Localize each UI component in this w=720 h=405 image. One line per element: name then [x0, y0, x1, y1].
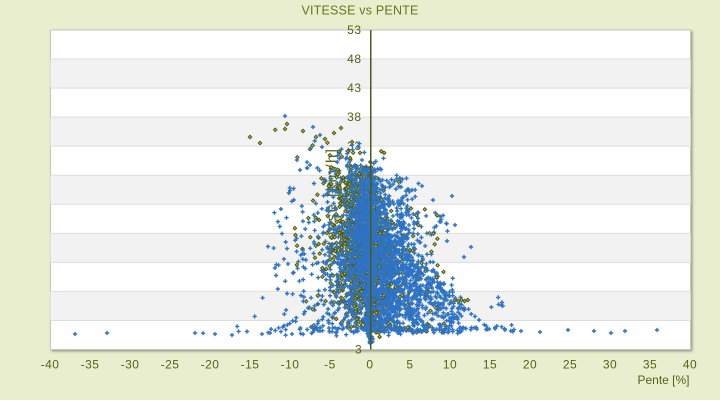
svg-text:35: 35	[643, 358, 657, 372]
svg-text:-25: -25	[161, 358, 180, 372]
svg-text:5: 5	[406, 358, 413, 372]
svg-text:-35: -35	[81, 358, 100, 372]
svg-text:20: 20	[523, 358, 537, 372]
svg-text:53: 53	[347, 23, 362, 37]
svg-text:40: 40	[683, 358, 697, 372]
svg-text:VITESSE vs PENTE: VITESSE vs PENTE	[301, 4, 418, 18]
svg-text:15: 15	[483, 358, 497, 372]
svg-text:-15: -15	[241, 358, 260, 372]
svg-text:-5: -5	[324, 358, 336, 372]
svg-text:10: 10	[443, 358, 457, 372]
svg-text:30: 30	[603, 358, 617, 372]
svg-text:3: 3	[355, 343, 362, 357]
svg-text:-40: -40	[41, 358, 60, 372]
svg-text:25: 25	[563, 358, 577, 372]
svg-text:38: 38	[347, 110, 362, 124]
svg-text:Pente [%]: Pente [%]	[637, 373, 689, 387]
svg-text:43: 43	[347, 81, 362, 95]
svg-text:-30: -30	[121, 358, 140, 372]
svg-text:-10: -10	[281, 358, 300, 372]
svg-text:48: 48	[347, 52, 362, 66]
svg-text:0: 0	[366, 358, 373, 372]
svg-text:-20: -20	[201, 358, 220, 372]
